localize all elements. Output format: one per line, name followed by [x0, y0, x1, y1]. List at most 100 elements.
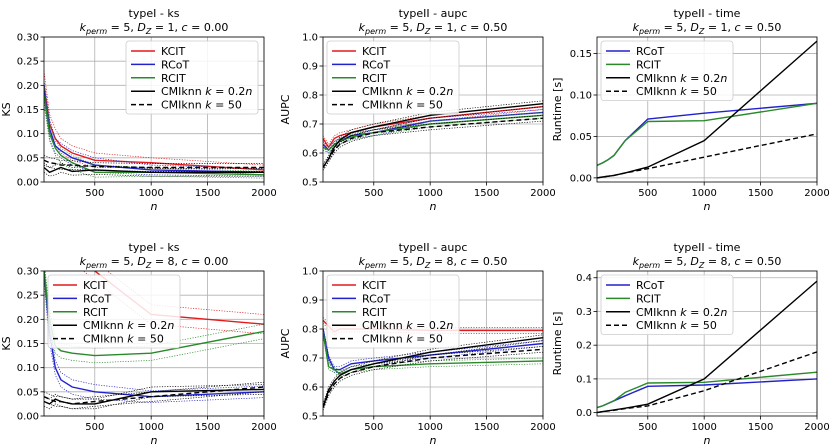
y-tick-label: 0.8 [302, 91, 318, 102]
series-group [597, 40, 817, 179]
plot-frame [596, 270, 818, 417]
y-tick-label: 0.3 [576, 307, 592, 318]
x-tick-label: 1000 [417, 188, 442, 199]
legend-label: CMIknn k = 50 [83, 333, 164, 346]
x-tick-label: 2000 [804, 422, 829, 433]
x-tick-label: 1000 [138, 188, 163, 199]
x-axis-label: n [704, 434, 711, 446]
legend-box [125, 40, 259, 115]
y-axis-label: Runtime [s] [551, 312, 564, 376]
legend-label: CMIknn k = 50 [161, 99, 242, 112]
x-tick-label: 1000 [417, 422, 442, 433]
series-upper-bound [323, 334, 543, 405]
y-tick-label: 1.0 [302, 33, 318, 44]
legend-label: CMIknn k = 0.2n [636, 72, 727, 85]
x-tick-label: 500 [85, 422, 104, 433]
y-tick-label: 0.25 [17, 57, 39, 68]
series-upper-bound [323, 328, 543, 372]
legend-label: CMIknn k = 50 [362, 99, 443, 112]
series-group [597, 280, 817, 414]
y-tick-label: 0.4 [576, 273, 592, 284]
plot-frame [596, 36, 818, 183]
y-tick-label: 0.5 [302, 412, 318, 423]
legend-label: RCoT [161, 58, 190, 71]
y-tick-label: 0.9 [302, 62, 318, 73]
series-upper-bound [44, 384, 264, 400]
y-tick-label: 0.00 [17, 178, 39, 189]
legend-box [47, 274, 181, 349]
chart-subtitle: kperm = 5, DZ = 1, c = 0.00 [80, 21, 229, 36]
chart-title: typeII - aupc [399, 241, 468, 254]
series-lower-bound [323, 340, 543, 411]
series-line [597, 371, 817, 409]
legend-label: RCIT [362, 306, 387, 319]
series-lower-bound [44, 171, 264, 177]
series-lower-bound [44, 280, 264, 403]
series-group [44, 70, 264, 179]
x-axis-label: n [151, 200, 158, 213]
y-tick-label: 0.10 [17, 129, 39, 140]
chart-panel-1: 500 1000 1500 2000 0.00 0.05 0.10 0.15 0.20 0.25 0… [0, 7, 277, 213]
y-tick-label: 0.05 [17, 387, 39, 398]
series-line [44, 159, 264, 169]
y-tick-label: 0.05 [570, 132, 592, 143]
series-line [44, 166, 264, 174]
y-tick-label: 0.05 [17, 153, 39, 164]
y-tick-label: 0.30 [17, 267, 39, 278]
chart-title: typeII - time [674, 7, 741, 20]
series-upper-bound [44, 271, 264, 392]
y-tick-label: 0.2 [576, 341, 592, 352]
series-line [323, 348, 543, 408]
chart-subtitle: kperm = 5, DZ = 1, c = 0.50 [633, 21, 782, 36]
legend-box [600, 274, 734, 335]
x-tick-label: 1000 [691, 188, 716, 199]
y-tick-label: 0.9 [302, 296, 318, 307]
chart-subtitle: kperm = 5, DZ = 8, c = 0.50 [359, 255, 508, 270]
legend-label: CMIknn k = 0.2n [362, 319, 453, 332]
chart-title: typeII - aupc [399, 7, 468, 20]
legend-label: RCoT [636, 279, 665, 292]
plot-frame [322, 36, 544, 183]
y-axis-label: AUPC [279, 328, 292, 358]
y-tick-label: 0.7 [302, 120, 318, 131]
chart-title: typeI - ks [129, 241, 180, 254]
y-tick-label: 0.8 [302, 325, 318, 336]
y-tick-label: 0.20 [17, 81, 39, 92]
x-axis-label: n [430, 434, 437, 446]
chart-subtitle: kperm = 5, DZ = 8, c = 0.00 [80, 255, 229, 270]
legend-label: KCIT [362, 45, 387, 58]
legend-label: RCIT [161, 72, 186, 85]
series-lower-bound [44, 393, 264, 410]
series-line [597, 133, 817, 179]
y-tick-label: 0.00 [570, 173, 592, 184]
chart-panel-2: 500 1000 1500 2000 0.5 0.6 0.7 0.8 0.9 1.0 typeII … [279, 7, 556, 213]
y-tick-label: 0.1 [576, 374, 592, 385]
y-tick-label: 0.5 [302, 178, 318, 189]
series-line [44, 388, 264, 405]
x-tick-label: 1000 [691, 422, 716, 433]
x-tick-label: 1500 [474, 422, 499, 433]
x-tick-label: 1500 [195, 422, 220, 433]
x-tick-label: 2000 [530, 422, 555, 433]
chart-panel-4: 500 1000 1500 2000 0.00 0.05 0.10 0.15 0.20 0.25 0… [0, 241, 277, 446]
x-tick-label: 500 [638, 422, 657, 433]
series-upper-bound [323, 114, 543, 165]
series-lower-bound [323, 351, 543, 411]
series-line [597, 102, 817, 167]
series-line [597, 351, 817, 414]
legend-label: RCIT [636, 58, 661, 71]
chart-subtitle: kperm = 5, DZ = 8, c = 0.50 [633, 255, 782, 270]
x-tick-label: 1500 [748, 422, 773, 433]
y-tick-label: 1.0 [302, 267, 318, 278]
x-tick-label: 1000 [138, 422, 163, 433]
legend-label: CMIknn k = 50 [636, 319, 717, 332]
x-tick-label: 1500 [195, 188, 220, 199]
x-tick-label: 2000 [251, 188, 276, 199]
y-tick-label: 0.25 [17, 291, 39, 302]
x-axis-label: n [704, 200, 711, 213]
y-tick-label: 0.20 [17, 315, 39, 326]
x-tick-label: 2000 [530, 188, 555, 199]
